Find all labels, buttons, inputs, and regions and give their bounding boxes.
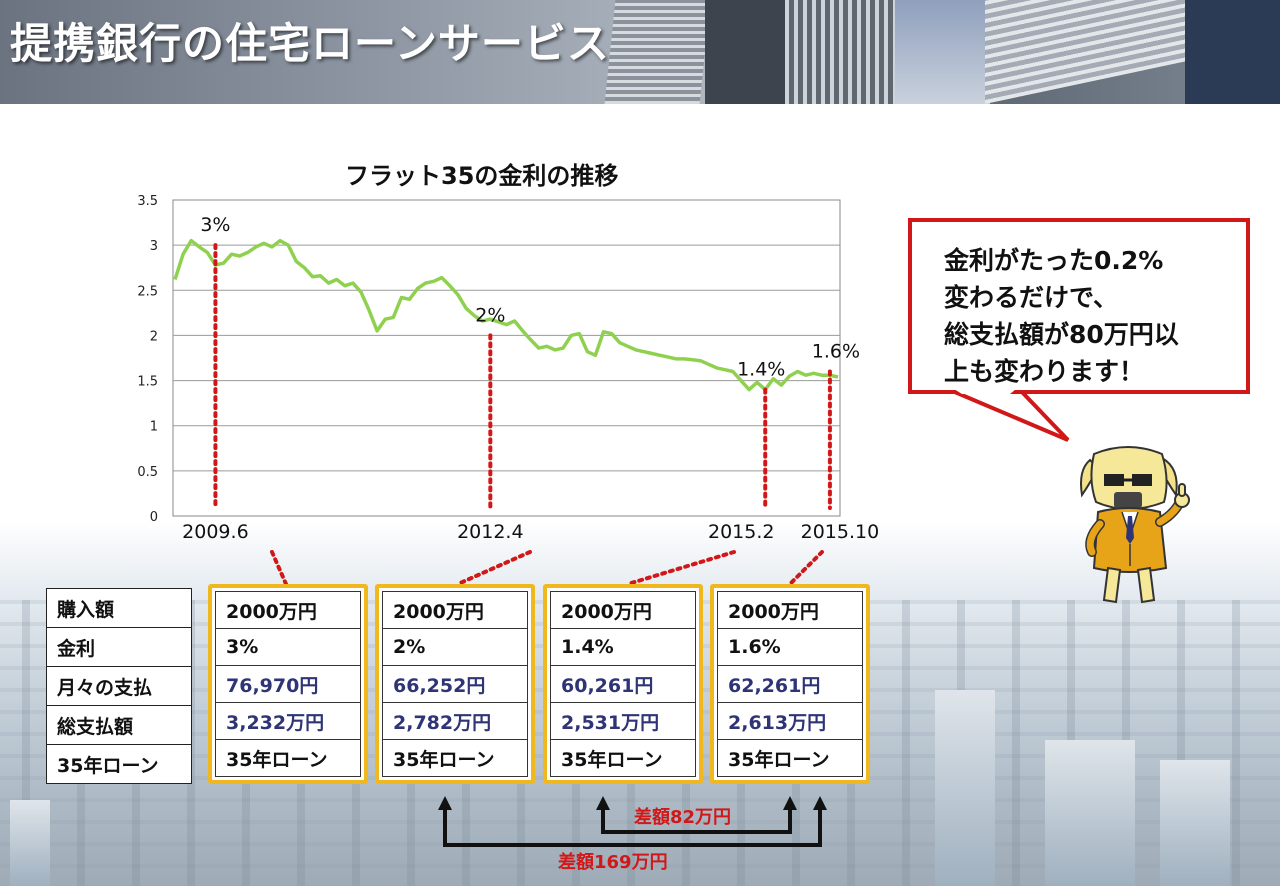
chart-grid [173,244,840,472]
y-tick-label: 2 [150,329,158,344]
y-tick-label: 0 [150,510,158,525]
cell-total: 2,782万円 [382,702,528,740]
row-label-rate: 金利 [46,627,192,667]
y-tick-label: 3 [150,239,158,254]
cell-monthly: 60,261円 [550,665,696,703]
banner-building [705,0,785,104]
arrow-82-bracket [601,806,792,834]
column-2009-6: 2000万円 3% 76,970円 3,232万円 35年ローン [208,584,368,784]
row-label-term: 35年ローン [46,744,192,784]
x-axis-label: 2015.10 [801,521,880,543]
cell-rate: 2% [382,628,528,666]
row-label-monthly: 月々の支払 [46,666,192,706]
bubble-line-1: 金利がたった0.2% [944,246,1164,275]
cell-term: 35年ローン [215,739,361,777]
x-axis-labels: 2009.6 2012.4 2015.2 2015.10 [182,521,879,543]
banner-building [1185,0,1280,104]
cell-monthly: 62,261円 [717,665,863,703]
cell-term: 35年ローン [717,739,863,777]
row-label-total: 総支払額 [46,705,192,745]
arrow-169-bracket [443,806,822,847]
y-tick-label: 2.5 [137,284,158,299]
city-tower [1160,760,1230,886]
bubble-line-3: 総支払額が80万円以 [944,320,1179,349]
header-banner: 提携銀行の住宅ローンサービス [0,0,1280,104]
cell-term: 35年ローン [550,739,696,777]
connector-dotted-line [788,550,824,586]
cell-price: 2000万円 [550,591,696,629]
cell-total: 3,232万円 [215,702,361,740]
x-axis-label: 2009.6 [182,521,248,543]
annotation-label: 2% [475,304,505,326]
bubble-line-2: 変わるだけで、 [944,283,1119,312]
annotation-dotted-lines [213,243,832,510]
y-tick-label: 1 [150,420,158,435]
x-axis-label: 2012.4 [457,521,523,543]
city-tower [1045,740,1135,886]
date-to-column-connectors [270,550,824,586]
plot-area [172,199,841,517]
difference-arrows [438,796,827,847]
cell-rate: 3% [215,628,361,666]
y-tick-label: 1.5 [137,375,158,390]
annotation-labels: 3% 2% 1.4% 1.6% [200,214,860,380]
connector-dotted-line [270,550,288,586]
cell-monthly: 66,252円 [382,665,528,703]
row-label-table: 購入額 金利 月々の支払 総支払額 35年ローン [46,588,192,784]
y-tick-label: 0.5 [137,465,158,480]
arrow-head [596,796,610,810]
annotation-label: 1.4% [737,359,785,381]
annotation-label: 1.6% [812,341,860,363]
column-2015-2: 2000万円 1.4% 60,261円 2,531万円 35年ローン [543,584,703,784]
page-title: 提携銀行の住宅ローンサービス [10,19,610,68]
cell-rate: 1.6% [717,628,863,666]
chart-title: フラット35の金利の推移 [345,162,619,190]
y-axis-ticks: 3.5 3 2.5 2 1.5 1 0.5 0 [137,194,158,525]
annotation-label: 3% [200,214,230,236]
cell-price: 2000万円 [717,591,863,629]
connector-dotted-line [626,550,736,586]
row-label-price: 購入額 [46,588,192,628]
column-2012-4: 2000万円 2% 66,252円 2,782万円 35年ローン [375,584,535,784]
city-tower [935,690,995,886]
connector-dotted-line [456,550,532,586]
y-tick-label: 3.5 [137,194,158,209]
difference-82-label: 差額82万円 [634,807,732,828]
x-axis-label: 2015.2 [708,521,774,543]
rate-series-line [173,238,839,392]
banner-building [785,0,895,104]
arrow-head [438,796,452,810]
speech-bubble: 金利がたった0.2% 変わるだけで、 総支払額が80万円以 上も変わります！ [908,218,1250,394]
arrow-head [813,796,827,810]
cell-price: 2000万円 [382,591,528,629]
city-tower [10,800,50,886]
cell-term: 35年ローン [382,739,528,777]
banner-building [880,0,990,104]
dog-mascot-icon [1080,446,1190,604]
column-2015-10: 2000万円 1.6% 62,261円 2,613万円 35年ローン [710,584,870,784]
arrow-head [783,796,797,810]
difference-169-label: 差額169万円 [558,852,668,873]
bubble-line-4: 上も変わります！ [944,357,1145,386]
cell-total: 2,531万円 [550,702,696,740]
